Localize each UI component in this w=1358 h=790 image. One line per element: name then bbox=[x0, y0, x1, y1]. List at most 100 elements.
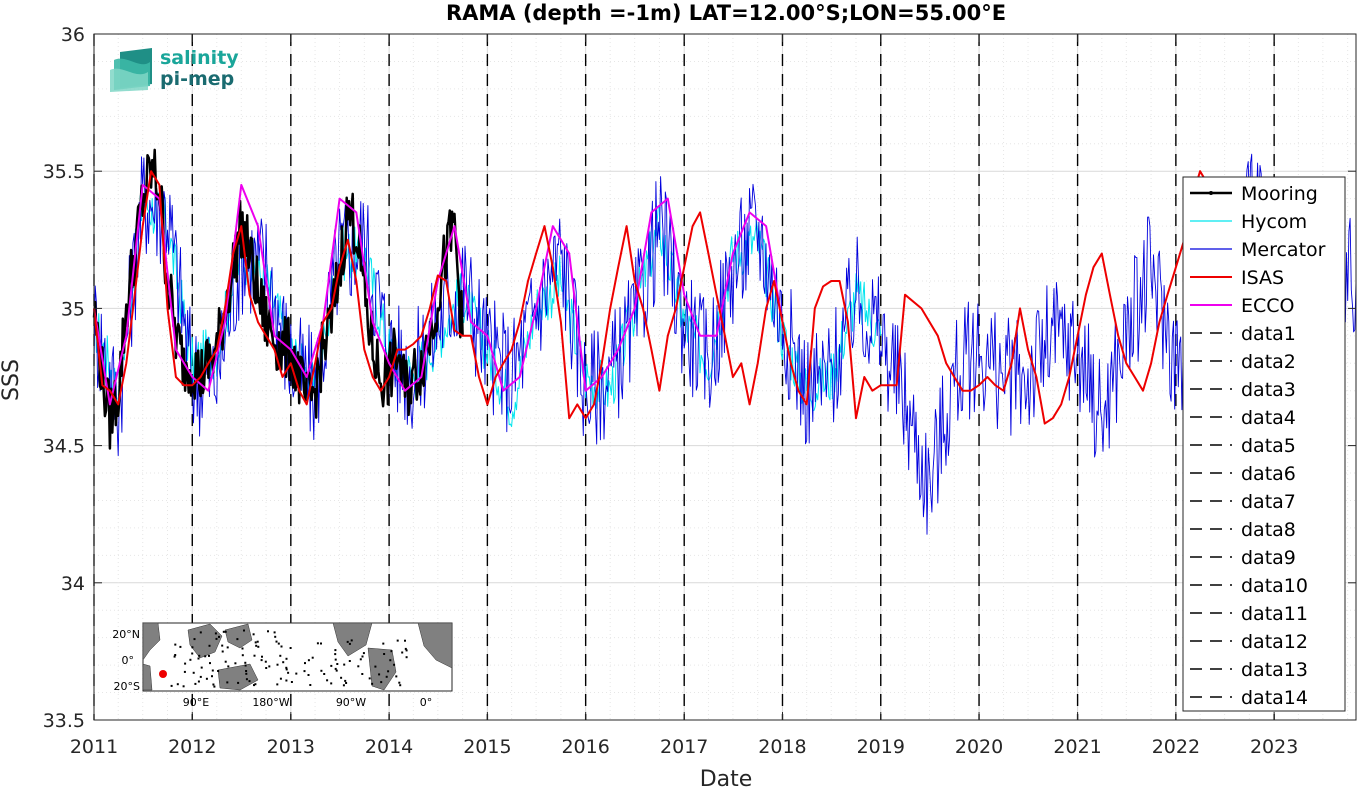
inset-buoy-dot bbox=[200, 666, 203, 669]
legend-label-data1: data1 bbox=[1241, 323, 1296, 345]
inset-buoy-dot bbox=[345, 682, 348, 684]
inset-lat-label-0: 0° bbox=[122, 654, 135, 667]
inset-buoy-dot bbox=[184, 662, 187, 665]
logo-waves-icon bbox=[110, 48, 152, 92]
legend-label-data6: data6 bbox=[1241, 463, 1296, 485]
inset-buoy-dot bbox=[387, 670, 390, 673]
legend-label-data10: data10 bbox=[1241, 575, 1308, 597]
inset-buoy-dot bbox=[334, 658, 337, 661]
inset-buoy-dot bbox=[389, 659, 392, 662]
inset-buoy-dot bbox=[382, 642, 385, 645]
salinity-pi-mep-logo: salinity pi-mep bbox=[110, 47, 239, 92]
inset-lon-label-90e: 90°E bbox=[183, 696, 209, 709]
inset-buoy-dot bbox=[279, 677, 282, 680]
inset-buoy-dot bbox=[399, 684, 402, 687]
x-tick-label: 2014 bbox=[365, 736, 413, 758]
inset-buoy-dot bbox=[213, 685, 216, 688]
inset-buoy-dot bbox=[191, 652, 194, 655]
inset-buoy-dot bbox=[215, 637, 218, 640]
y-tick-label: 34.5 bbox=[43, 436, 85, 458]
inset-buoy-dot bbox=[170, 684, 173, 687]
plot-frame bbox=[93, 33, 1357, 721]
inset-buoy-dot bbox=[285, 679, 288, 682]
inset-buoy-dot bbox=[289, 647, 292, 649]
inset-buoy-dot bbox=[344, 679, 347, 682]
legend-label-data7: data7 bbox=[1241, 491, 1296, 513]
inset-buoy-dot bbox=[320, 642, 322, 645]
inset-buoy-dot bbox=[405, 649, 408, 652]
inset-buoy-dot bbox=[348, 660, 351, 662]
inset-buoy-dot bbox=[243, 629, 245, 632]
inset-lon-label-180w: 180°W bbox=[252, 696, 289, 709]
inset-map: 20°N 0° 20°S 90°E 180°W 90°W 0° bbox=[112, 622, 453, 709]
inset-buoy-dot bbox=[303, 670, 306, 673]
legend-label-data2: data2 bbox=[1241, 351, 1296, 373]
inset-buoy-dot bbox=[254, 683, 257, 686]
inset-buoy-dot bbox=[335, 669, 338, 672]
legend: Mooring Hycom Mercator ISAS ECCO data1 data2 da… bbox=[1182, 176, 1346, 712]
inset-buoy-dot bbox=[226, 646, 229, 649]
legend-label-data3: data3 bbox=[1241, 379, 1296, 401]
inset-buoy-dot bbox=[244, 661, 247, 664]
inset-buoy-dot bbox=[320, 669, 323, 672]
inset-buoy-dot bbox=[234, 662, 237, 665]
inset-buoy-dot bbox=[273, 631, 276, 634]
inset-buoy-dot bbox=[378, 673, 381, 676]
inset-buoy-dot bbox=[346, 640, 349, 643]
inset-buoy-dot bbox=[401, 651, 404, 654]
inset-buoy-dot bbox=[326, 679, 329, 682]
inset-buoy-dot bbox=[245, 678, 248, 681]
x-tick-label: 2017 bbox=[660, 736, 708, 758]
inset-buoy-dot bbox=[226, 681, 229, 684]
inset-buoy-dot bbox=[204, 655, 207, 658]
legend-label-data5: data5 bbox=[1241, 435, 1296, 457]
inset-buoy-dot bbox=[265, 667, 268, 669]
inset-buoy-dot bbox=[208, 654, 210, 657]
inset-buoy-dot bbox=[374, 665, 377, 668]
inset-buoy-dot bbox=[221, 644, 224, 647]
inset-lon-label-90w: 90°W bbox=[336, 696, 366, 709]
y-tick-label: 34 bbox=[61, 573, 85, 595]
inset-buoy-dot bbox=[237, 681, 240, 684]
inset-buoy-dot bbox=[361, 655, 364, 658]
inset-buoy-dot bbox=[348, 642, 351, 645]
x-tick-label: 2021 bbox=[1053, 736, 1101, 758]
inset-buoy-dot bbox=[380, 681, 383, 684]
inset-buoy-dot bbox=[395, 675, 398, 678]
inset-buoy-dot bbox=[179, 645, 182, 648]
inset-buoy-dot bbox=[267, 630, 269, 633]
inset-buoy-dot bbox=[245, 670, 248, 672]
inset-buoy-dot bbox=[260, 659, 263, 662]
inset-buoy-dot bbox=[214, 632, 217, 635]
inset-buoy-dot bbox=[398, 681, 401, 684]
series-line-ecco bbox=[93, 183, 784, 406]
y-axis: 33.5 34 34.5 35 35.5 36 bbox=[43, 24, 1356, 732]
inset-buoy-dot bbox=[316, 642, 319, 645]
inset-buoy-dot bbox=[197, 680, 200, 683]
inset-buoy-dot bbox=[285, 668, 288, 671]
inset-buoy-dot bbox=[304, 662, 306, 665]
inset-buoy-dot bbox=[208, 644, 211, 647]
inset-buoy-dot bbox=[295, 672, 298, 675]
inset-buoy-dot bbox=[176, 683, 179, 686]
logo-salinity-text: salinity bbox=[160, 47, 239, 69]
inset-buoy-dot bbox=[311, 656, 314, 659]
x-tick-label: 2015 bbox=[463, 736, 511, 758]
inset-land-mass bbox=[417, 622, 453, 669]
inset-buoy-dot bbox=[209, 662, 211, 665]
inset-buoy-dot bbox=[211, 669, 214, 672]
y-axis-label: SSS bbox=[0, 359, 24, 401]
inset-buoy-dot bbox=[307, 674, 310, 676]
inset-buoy-dot bbox=[396, 639, 399, 642]
x-tick-label: 2013 bbox=[267, 736, 315, 758]
inset-buoy-dot bbox=[277, 642, 280, 645]
inset-buoy-dot bbox=[255, 644, 258, 647]
y-tick-label: 33.5 bbox=[43, 710, 85, 732]
inset-buoy-dot bbox=[368, 677, 371, 680]
inset-buoy-dot bbox=[199, 675, 202, 678]
inset-buoy-dot bbox=[227, 665, 230, 668]
inset-buoy-dot bbox=[205, 677, 208, 680]
series-layer bbox=[92, 148, 1357, 535]
inset-buoy-dot bbox=[268, 665, 271, 668]
